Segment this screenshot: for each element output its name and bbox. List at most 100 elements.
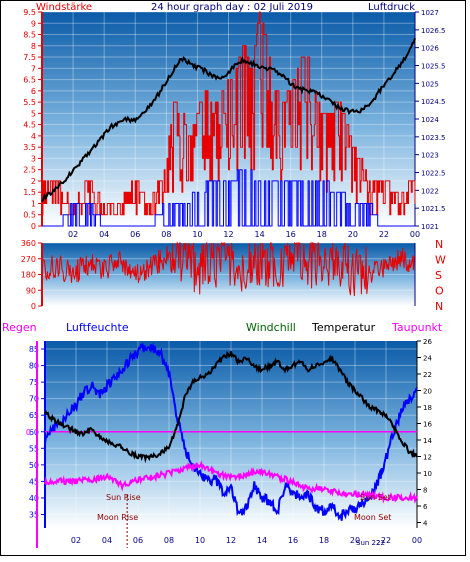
pressure-right-tick-label: 1025.5	[421, 63, 446, 71]
moon-rise-label: Moon Rise	[97, 513, 138, 522]
climate-x-tick-label: 16	[288, 536, 298, 545]
wind-left-tick-label: 5	[31, 109, 36, 118]
compass-label: N	[435, 238, 443, 251]
wind-x-tick-label: 20	[348, 230, 358, 239]
temperature-tick-label: 6	[423, 503, 428, 511]
pressure-right-tick-label: 1023.5	[421, 134, 446, 142]
temperature-tick-label: 26	[423, 338, 432, 346]
climate-x-tick-label: 04	[102, 536, 112, 545]
wind-left-tick-label: 4.5	[23, 121, 36, 130]
pressure-series	[41, 38, 416, 202]
humidity-label: Luftfeuchte	[66, 321, 129, 334]
wind-x-tick-label: 02	[68, 230, 78, 239]
dewpoint-series	[44, 460, 418, 504]
direction-left-tick-label: 180	[21, 271, 36, 280]
compass-label: W	[435, 254, 446, 267]
humidity-tick-label: 80	[29, 362, 39, 371]
wind-left-tick-label: 3.5	[23, 143, 36, 152]
climate-x-tick-label: 02	[71, 536, 81, 545]
pressure-right-tick-label: 1027	[421, 9, 439, 17]
humidity-tick-label: 50	[29, 461, 39, 470]
humidity-tick-label: 75	[29, 378, 39, 387]
direction-left-tick-label: 360	[21, 239, 36, 248]
wind-left-tick-label: 1	[31, 199, 36, 208]
sun-rise-label: Sun Rise	[106, 493, 141, 502]
climate-x-tick-label: 00	[412, 536, 422, 545]
moon-set-label: Moon Set	[354, 513, 391, 522]
temperature-tick-label: 4	[423, 520, 428, 528]
temperature-tick-label: 20	[423, 388, 432, 396]
wind-left-tick-label: 4	[31, 132, 36, 141]
wind-left-tick-label: 6	[31, 87, 36, 96]
chart-title: 24 hour graph day : 02 Juli 2019	[151, 2, 313, 13]
temperature-label: Temperatur	[311, 321, 376, 334]
wind-mean-series	[42, 169, 415, 227]
moon-set-time-label: 22	[376, 539, 385, 547]
climate-panel-plot-area	[45, 341, 417, 528]
wind-left-tick-label: 8.5	[23, 31, 36, 40]
wind-left-tick-label: 0	[31, 222, 36, 231]
compass-label: N	[435, 300, 443, 313]
wind-left-tick-label: 3	[31, 154, 36, 163]
temperature-tick-label: 18	[423, 404, 432, 412]
pressure-right-tick-label: 1021.5	[421, 205, 446, 213]
humidity-tick-label: 65	[29, 411, 39, 420]
temperature-tick-label: 22	[423, 371, 432, 379]
temperature-tick-label: 12	[423, 454, 432, 462]
pressure-right-tick-label: 1022.5	[421, 170, 446, 178]
wind-pressure-panel: 9.5 9 8.5 8 7.5 7 6.5 6 5.5 5 4.5 4 3.5 3 2.5 2 1.5 1 0.5 0…	[23, 8, 445, 239]
humidity-tick-label: 45	[29, 477, 39, 486]
climate-x-tick-label: 06	[133, 536, 143, 545]
pressure-axis-label: Luftdruck	[368, 2, 415, 13]
wind-left-tick-label: 8	[31, 42, 36, 51]
wind-left-tick-label: 9.5	[23, 8, 36, 17]
climate-x-tick-label: 14	[257, 536, 267, 545]
wind-axis-label: Windstärke	[36, 2, 92, 13]
wind-x-tick-label: 00	[410, 230, 420, 239]
climate-x-tick-label: 08	[164, 536, 174, 545]
climate-x-tick-label: 18	[319, 536, 329, 545]
wind-left-tick-label: 0.5	[23, 211, 36, 220]
humidity-tick-label: 70	[29, 395, 39, 404]
sun-set-time-label: Sun 22	[356, 539, 380, 547]
direction-left-tick-label: 270	[21, 255, 36, 264]
windchill-label: Windchill	[246, 321, 296, 334]
temperature-series	[44, 350, 418, 464]
climate-panel: 8580757065605550454035262422201816141210…	[26, 338, 432, 548]
pressure-right-tick-label: 1026	[421, 45, 439, 53]
climate-x-tick-label: 22	[381, 536, 391, 545]
wind-x-tick-label: 16	[286, 230, 296, 239]
compass-label: S	[435, 269, 442, 282]
humidity-series	[44, 342, 418, 521]
climate-x-tick-label: 20	[350, 536, 360, 545]
wind-x-tick-label: 10	[192, 230, 202, 239]
pressure-right-tick-label: 1025	[421, 80, 439, 88]
pressure-right-tick-label: 1026.5	[421, 27, 446, 35]
wind-x-tick-label: 12	[223, 230, 233, 239]
pressure-right-tick-label: 1021	[421, 223, 439, 231]
wind-left-tick-label: 7	[31, 64, 36, 73]
wind-x-tick-label: 22	[379, 230, 389, 239]
sun-set-label: Sun Set	[360, 493, 391, 502]
temperature-tick-label: 10	[423, 470, 432, 478]
temperature-tick-label: 24	[423, 355, 432, 363]
rain-label: Regen	[2, 321, 37, 334]
wind-left-tick-label: 7.5	[23, 53, 36, 62]
rain-zero-label: 0	[26, 428, 31, 437]
wind-left-tick-label: 5.5	[23, 98, 36, 107]
climate-x-tick-label: 12	[226, 536, 236, 545]
temperature-tick-label: 16	[423, 421, 432, 429]
wind-gust-series	[42, 11, 416, 216]
wind-left-tick-label: 2	[31, 177, 36, 186]
humidity-tick-label: 35	[29, 511, 39, 520]
humidity-tick-label: 55	[29, 444, 39, 453]
pressure-right-tick-label: 1024.5	[421, 98, 446, 106]
wind-left-tick-label: 1.5	[23, 188, 36, 197]
temperature-tick-label: 8	[423, 487, 427, 495]
direction-left-tick-label: 90	[26, 286, 36, 295]
wind-x-tick-label: 04	[99, 230, 109, 239]
climate-x-tick-label: 10	[195, 536, 205, 545]
